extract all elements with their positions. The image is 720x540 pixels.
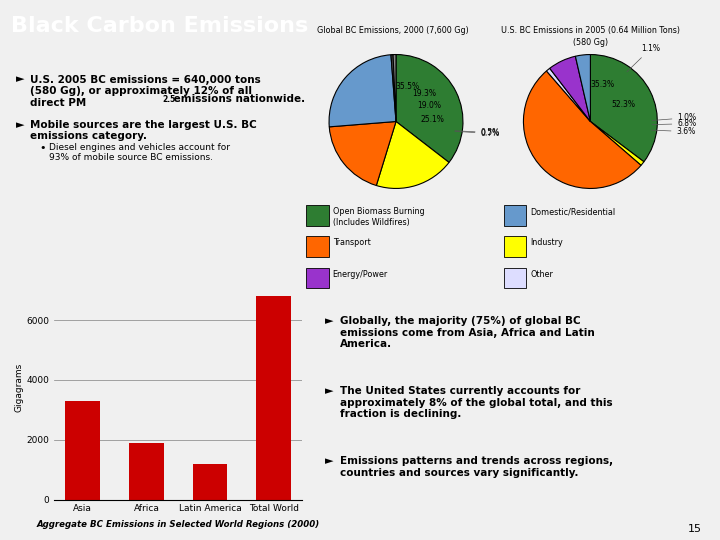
Text: Black Carbon Emissions: Black Carbon Emissions <box>11 16 308 36</box>
Bar <box>129 443 164 500</box>
Wedge shape <box>546 68 590 122</box>
Wedge shape <box>575 55 590 122</box>
Text: Aggregate BC Emissions in Selected World Regions (2000): Aggregate BC Emissions in Selected World… <box>37 520 320 529</box>
Text: 2.5: 2.5 <box>162 94 175 104</box>
Text: ►: ► <box>16 120 24 130</box>
Text: 52.3%: 52.3% <box>611 100 635 109</box>
Text: Energy/Power: Energy/Power <box>333 269 388 279</box>
Text: U.S. 2005 BC emissions = 640,000 tons
(580 Gg), or approximately 12% of all
dire: U.S. 2005 BC emissions = 640,000 tons (5… <box>30 75 261 107</box>
Text: Transport: Transport <box>333 239 370 247</box>
Text: ►: ► <box>325 386 334 396</box>
Wedge shape <box>329 55 396 127</box>
Text: 0.5%: 0.5% <box>455 128 500 137</box>
Wedge shape <box>590 55 657 162</box>
Text: ►: ► <box>325 316 334 326</box>
Text: •: • <box>40 143 46 153</box>
Bar <box>307 205 328 226</box>
Bar <box>504 267 526 288</box>
Bar <box>256 296 291 500</box>
Text: Other: Other <box>530 269 553 279</box>
Text: ►: ► <box>16 75 24 85</box>
Bar <box>307 237 328 257</box>
Bar <box>504 237 526 257</box>
Text: Diesel engines and vehicles account for
93% of mobile source BC emissions.: Diesel engines and vehicles account for … <box>49 143 230 163</box>
Text: The United States currently accounts for
approximately 8% of the global total, a: The United States currently accounts for… <box>340 386 613 419</box>
Text: Emissions patterns and trends across regions,
countries and sources vary signifi: Emissions patterns and trends across reg… <box>340 456 613 478</box>
Wedge shape <box>523 71 641 188</box>
Text: Industry: Industry <box>530 239 563 247</box>
Text: 15: 15 <box>688 523 702 534</box>
Text: 35.3%: 35.3% <box>590 80 614 89</box>
Text: Global BC Emissions, 2000 (7,600 Gg): Global BC Emissions, 2000 (7,600 Gg) <box>317 26 468 35</box>
Wedge shape <box>590 122 644 165</box>
Text: 35.5%: 35.5% <box>395 82 419 91</box>
Text: ►: ► <box>325 456 334 467</box>
Text: 1.0%: 1.0% <box>652 113 696 122</box>
Wedge shape <box>391 55 396 122</box>
Text: U.S. BC Emissions in 2005 (0.64 Million Tons): U.S. BC Emissions in 2005 (0.64 Million … <box>501 26 680 35</box>
Bar <box>192 464 228 500</box>
Text: 0.7%: 0.7% <box>455 129 500 138</box>
Wedge shape <box>396 55 463 163</box>
Text: 19.3%: 19.3% <box>413 89 436 98</box>
Bar <box>504 205 526 226</box>
Wedge shape <box>329 122 396 186</box>
Bar <box>66 401 100 500</box>
Text: 25.1%: 25.1% <box>420 114 445 124</box>
Wedge shape <box>377 122 449 188</box>
Text: 3.6%: 3.6% <box>652 127 696 136</box>
Text: emissions nationwide.: emissions nationwide. <box>170 94 305 105</box>
Text: Open Biomass Burning
(Includes Wildfires): Open Biomass Burning (Includes Wildfires… <box>333 207 424 227</box>
Wedge shape <box>393 55 396 122</box>
Bar <box>307 267 328 288</box>
Wedge shape <box>550 56 590 122</box>
Text: Mobile sources are the largest U.S. BC
emissions category.: Mobile sources are the largest U.S. BC e… <box>30 120 257 141</box>
Text: 19.0%: 19.0% <box>417 101 441 110</box>
Text: 1.1%: 1.1% <box>627 44 660 72</box>
Text: Globally, the majority (75%) of global BC
emissions come from Asia, Africa and L: Globally, the majority (75%) of global B… <box>340 316 595 349</box>
Y-axis label: Gigagrams: Gigagrams <box>14 363 23 412</box>
Text: Domestic/Residential: Domestic/Residential <box>530 207 616 217</box>
Text: (580 Gg): (580 Gg) <box>573 38 608 47</box>
Text: 6.8%: 6.8% <box>652 119 696 128</box>
